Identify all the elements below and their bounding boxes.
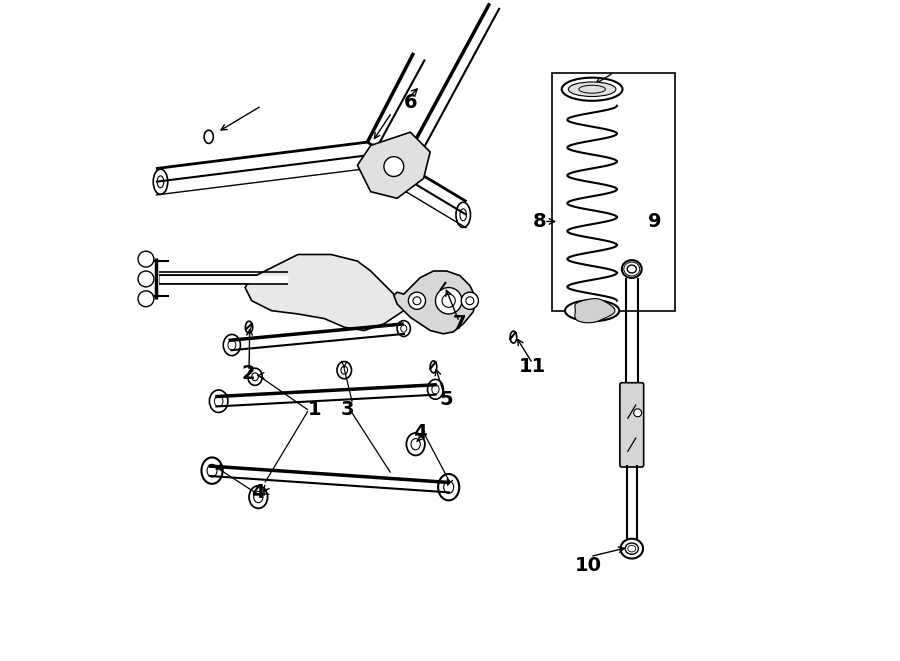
Text: 11: 11 (519, 358, 546, 376)
Ellipse shape (440, 282, 446, 293)
Text: 3: 3 (341, 401, 355, 419)
FancyBboxPatch shape (620, 383, 643, 467)
Ellipse shape (249, 486, 267, 508)
Text: 1: 1 (308, 401, 321, 419)
Text: 5: 5 (440, 391, 454, 409)
Circle shape (436, 288, 462, 314)
Ellipse shape (430, 361, 436, 373)
Ellipse shape (204, 130, 213, 143)
Ellipse shape (622, 260, 642, 278)
Ellipse shape (568, 82, 616, 97)
Ellipse shape (248, 368, 262, 385)
Text: 2: 2 (241, 364, 256, 383)
Ellipse shape (153, 169, 167, 194)
Circle shape (138, 271, 154, 287)
Polygon shape (575, 299, 615, 323)
Polygon shape (357, 132, 430, 198)
Circle shape (461, 292, 479, 309)
Ellipse shape (246, 321, 253, 333)
Ellipse shape (565, 300, 619, 321)
Circle shape (384, 157, 404, 176)
Circle shape (138, 291, 154, 307)
Ellipse shape (562, 78, 623, 100)
Text: 10: 10 (575, 556, 602, 574)
Circle shape (138, 251, 154, 267)
Text: 4: 4 (251, 483, 266, 502)
Ellipse shape (620, 539, 643, 559)
Text: 9: 9 (648, 212, 662, 231)
Ellipse shape (337, 362, 352, 379)
Bar (553, 73, 675, 311)
Ellipse shape (397, 321, 410, 336)
Ellipse shape (428, 379, 444, 399)
Ellipse shape (210, 390, 228, 412)
Ellipse shape (223, 334, 240, 356)
Circle shape (409, 292, 426, 309)
Ellipse shape (510, 331, 517, 343)
Text: 4: 4 (413, 424, 428, 442)
Circle shape (634, 409, 642, 417)
Text: 6: 6 (403, 93, 418, 112)
Polygon shape (245, 254, 404, 330)
Ellipse shape (202, 457, 222, 484)
Text: 7: 7 (454, 315, 467, 333)
Ellipse shape (456, 202, 471, 227)
Polygon shape (394, 271, 476, 334)
Ellipse shape (438, 474, 459, 500)
Ellipse shape (407, 433, 425, 455)
Text: 8: 8 (533, 212, 546, 231)
